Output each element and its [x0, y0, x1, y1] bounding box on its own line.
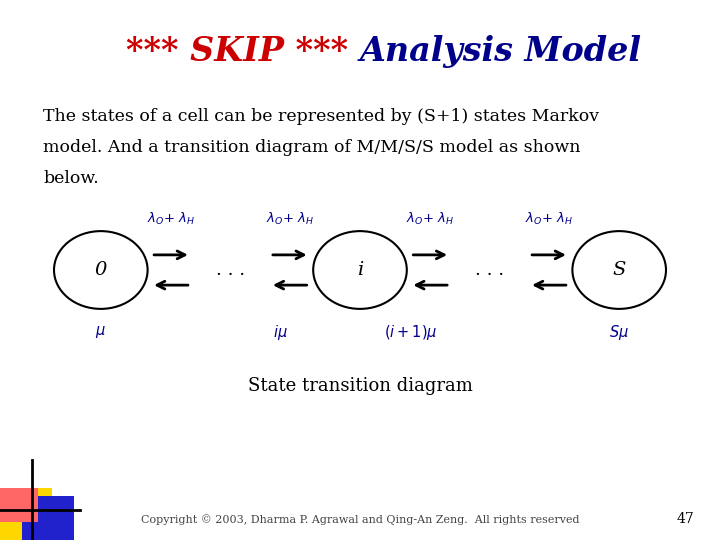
Text: The states of a cell can be represented by (S+1) states Markov: The states of a cell can be represented … [43, 107, 599, 125]
Text: $\lambda_O$+ $\lambda_H$: $\lambda_O$+ $\lambda_H$ [266, 211, 314, 227]
Text: Analysis Model: Analysis Model [360, 35, 642, 68]
Bar [22, 496, 74, 540]
Ellipse shape [572, 231, 666, 309]
Ellipse shape [54, 231, 148, 309]
Text: below.: below. [43, 170, 99, 187]
Text: Copyright © 2003, Dharma P. Agrawal and Qing-An Zeng.  All rights reserved: Copyright © 2003, Dharma P. Agrawal and … [140, 514, 580, 525]
Text: State transition diagram: State transition diagram [248, 377, 472, 395]
Bar [0, 488, 38, 522]
Text: *** SKIP ***: *** SKIP *** [126, 35, 360, 68]
Text: $\mu$: $\mu$ [95, 324, 107, 340]
Text: S: S [613, 261, 626, 279]
Text: . . .: . . . [216, 261, 245, 279]
Text: model. And a transition diagram of M/M/S/S model as shown: model. And a transition diagram of M/M/S… [43, 139, 581, 156]
Text: . . .: . . . [475, 261, 504, 279]
Text: $\lambda_O$+ $\lambda_H$: $\lambda_O$+ $\lambda_H$ [147, 211, 195, 227]
Text: $S\mu$: $S\mu$ [609, 322, 629, 342]
Text: 0: 0 [94, 261, 107, 279]
Text: i: i [357, 261, 363, 279]
Text: $(i+1)\mu$: $(i+1)\mu$ [384, 322, 437, 342]
Text: 47: 47 [677, 512, 695, 526]
Text: $i\mu$: $i\mu$ [274, 322, 288, 342]
Text: $\lambda_O$+ $\lambda_H$: $\lambda_O$+ $\lambda_H$ [406, 211, 454, 227]
Ellipse shape [313, 231, 407, 309]
Bar [0, 488, 52, 540]
Text: $\lambda_O$+ $\lambda_H$: $\lambda_O$+ $\lambda_H$ [525, 211, 573, 227]
